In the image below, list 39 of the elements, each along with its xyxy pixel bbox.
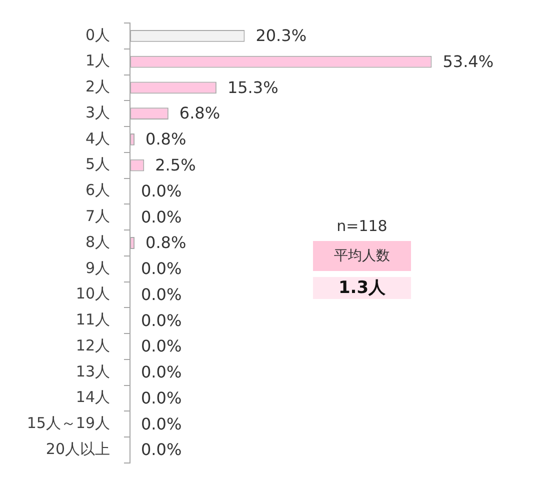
data-label: 0.0% xyxy=(141,336,182,356)
data-label: 0.0% xyxy=(141,207,182,226)
data-label: 0.0% xyxy=(141,310,182,330)
data-label: 0.0% xyxy=(141,259,182,278)
y-tick-label: 7人 xyxy=(85,207,110,226)
y-tick-label: 11人 xyxy=(76,310,110,329)
y-tick-label: 10人 xyxy=(76,284,110,303)
y-tick-label: 3人 xyxy=(85,103,110,122)
data-label: 2.5% xyxy=(155,156,196,175)
annotation: 平均人数 xyxy=(334,248,390,264)
y-tick-label: 6人 xyxy=(85,181,110,200)
data-label: 53.4% xyxy=(442,52,494,71)
data-label: 20.3% xyxy=(256,26,307,46)
caption-box: 平均人数 xyxy=(313,241,411,271)
y-tick-label: 8人 xyxy=(85,232,110,251)
y-tick-label: 13人 xyxy=(76,362,110,380)
y-tick-label: 4人 xyxy=(85,129,110,148)
y-tick-label: 9人 xyxy=(85,258,110,277)
y-tick-label: 2人 xyxy=(85,78,110,96)
y-tick-label: 5人 xyxy=(85,155,110,174)
data-label: 15.3% xyxy=(227,78,278,97)
y-tick-label: 15人～19人 xyxy=(26,414,110,432)
data-label: 0.0% xyxy=(141,284,182,304)
data-label: 6.8% xyxy=(179,104,220,123)
data-label: 0.0% xyxy=(141,362,182,382)
y-tick-label: 14人 xyxy=(76,388,110,406)
annotation: n=118 xyxy=(336,217,388,235)
data-label: 0.0% xyxy=(141,414,182,434)
y-tick-label: 0人 xyxy=(85,26,110,44)
y-tick-label: 1人 xyxy=(85,52,110,70)
data-label: 0.0% xyxy=(141,388,182,408)
data-label: 0.0% xyxy=(141,181,182,200)
annotation: 1.3人 xyxy=(338,278,386,298)
result-box: 1.3人 xyxy=(313,277,411,299)
y-tick-label: 12人 xyxy=(76,336,110,354)
data-label: 0.8% xyxy=(146,130,186,149)
data-label: 0.8% xyxy=(146,233,186,252)
data-label: 0.0% xyxy=(141,440,182,460)
y-tick-label: 20人以上 xyxy=(46,440,110,458)
